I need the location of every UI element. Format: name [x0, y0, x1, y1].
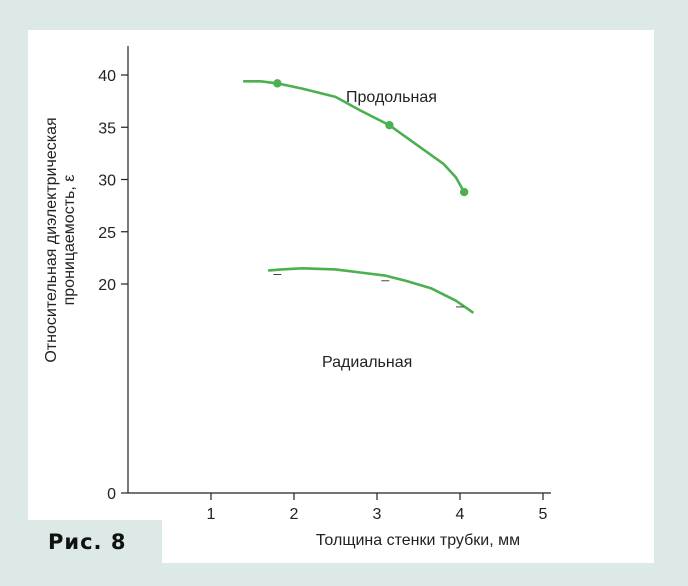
series-0-point-0: [273, 79, 282, 88]
x-tick-label-2: 2: [290, 506, 299, 523]
series-line-0: [242, 80, 466, 194]
y-tick-label-0: 0: [107, 486, 116, 503]
series-line-1: [267, 266, 474, 314]
x-ticks: 1 2 3 4 5: [207, 493, 548, 523]
y-ticks: 0 20 25 30 35 40: [98, 68, 128, 503]
y-axis-title-line-2: проницаемость, ε: [61, 175, 78, 306]
y-tick-label-20: 20: [98, 277, 116, 294]
series-label-longitudinal: Продольная: [346, 89, 437, 106]
series-0-point-1: [385, 120, 394, 130]
x-axis-title: Толщина стенки трубки, мм: [316, 532, 520, 549]
series-label-radial: Радиальная: [322, 354, 412, 371]
x-tick-label-1: 1: [207, 506, 216, 523]
figure-label: Рис. 8: [28, 520, 162, 563]
series-0-point-2: [459, 187, 469, 197]
y-tick-label-30: 30: [98, 173, 116, 190]
chart-panel: [28, 30, 654, 563]
y-tick-label-40: 40: [98, 68, 116, 85]
y-axis-title-line-1: Относительная диэлектрическая: [43, 117, 60, 362]
y-tick-label-25: 25: [98, 225, 116, 242]
y-tick-label-35: 35: [98, 120, 116, 137]
series-1: [267, 266, 474, 314]
series-layer: [242, 79, 474, 314]
x-tick-label-5: 5: [539, 506, 548, 523]
y-axis-title: Относительная диэлектрическая проницаемо…: [43, 117, 78, 362]
x-tick-label-3: 3: [373, 506, 382, 523]
axes: [127, 46, 551, 494]
series-0: [242, 79, 469, 197]
x-tick-label-4: 4: [456, 506, 465, 523]
